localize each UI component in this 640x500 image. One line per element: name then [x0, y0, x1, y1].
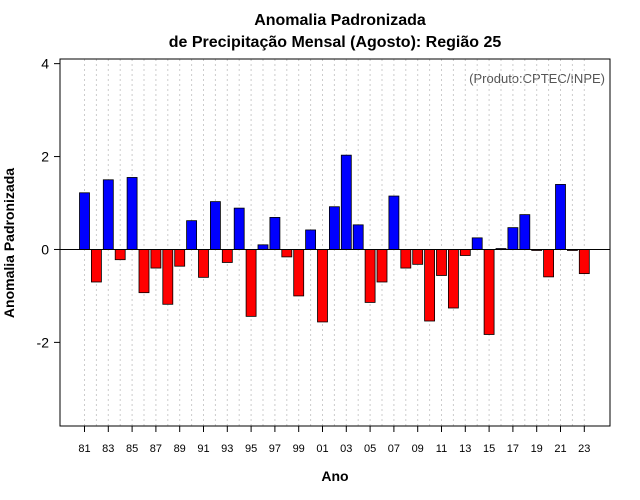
- bar-13: [459, 249, 471, 256]
- bar-97: [269, 217, 281, 250]
- x-axis: 81 83 85 87 89 91 93 95 97 99 01 03 05 07 09 11 13 15 17 19…: [78, 426, 590, 455]
- bar-07: [388, 195, 400, 250]
- bar-99: [293, 249, 305, 297]
- bar-00: [305, 229, 317, 250]
- bar-87: [150, 249, 162, 269]
- bar-12: [447, 249, 459, 309]
- bar-01: [317, 249, 328, 323]
- bar-84: [114, 249, 126, 261]
- bar-02: [328, 206, 340, 250]
- bar-05: [364, 249, 376, 303]
- bar-85: [126, 177, 138, 250]
- bar-93: [221, 249, 233, 263]
- x-tick-label: 07: [388, 443, 400, 455]
- x-tick-label: 23: [578, 443, 590, 455]
- x-tick-label: 01: [316, 443, 328, 455]
- x-tick-label: 91: [197, 443, 209, 455]
- x-axis-label: Ano: [321, 468, 348, 484]
- x-tick-label: 09: [412, 443, 424, 455]
- chart-title: Anomalia Padronizada: [254, 12, 426, 29]
- bar-08: [400, 249, 412, 269]
- bar-83: [102, 179, 114, 250]
- bar-94: [233, 207, 245, 250]
- y-tick-label: 2: [41, 149, 49, 165]
- credit-label: (Produto:CPTEC/INPE): [469, 71, 605, 86]
- x-tick-label: 11: [436, 443, 447, 455]
- x-tick-label: 21: [554, 443, 566, 455]
- y-axis-label: Anomalia Padronizada: [1, 168, 17, 318]
- bar-89: [174, 249, 186, 267]
- x-tick-label: 17: [507, 443, 519, 455]
- plot-frame: [59, 58, 611, 427]
- bar-14: [471, 237, 483, 250]
- bar-95: [245, 249, 257, 317]
- bar-96: [257, 244, 269, 250]
- bar-18: [519, 214, 531, 250]
- bar-15: [483, 249, 495, 335]
- bar-06: [376, 249, 388, 283]
- x-tick-label: 83: [102, 443, 114, 455]
- bar-03: [340, 154, 352, 250]
- y-tick-label: 4: [41, 56, 49, 72]
- bar-82: [91, 249, 102, 283]
- x-tick-label: 95: [245, 443, 257, 455]
- bar-92: [209, 201, 221, 250]
- bar-09: [412, 249, 424, 265]
- y-tick-label: 0: [41, 241, 49, 257]
- x-tick-label: 87: [150, 443, 162, 455]
- bar-17: [507, 227, 519, 250]
- grid-lines: [84, 59, 585, 426]
- bar-20: [543, 249, 554, 278]
- y-axis: 4 2 0 -2: [37, 56, 60, 350]
- bar-88: [162, 249, 174, 305]
- bar-86: [138, 249, 150, 294]
- x-tick-label: 13: [459, 443, 471, 455]
- x-tick-label: 93: [221, 443, 233, 455]
- x-tick-label: 19: [531, 443, 543, 455]
- x-tick-label: 99: [293, 443, 305, 455]
- bar-11: [436, 249, 447, 276]
- bar-91: [198, 249, 209, 278]
- x-tick-label: 89: [174, 443, 186, 455]
- bar-81: [79, 192, 90, 250]
- bars: [79, 154, 590, 335]
- bar-21: [555, 184, 566, 250]
- bar-98: [281, 249, 293, 258]
- x-tick-label: 05: [364, 443, 376, 455]
- y-tick-label: -2: [37, 334, 50, 350]
- x-tick-label: 97: [269, 443, 281, 455]
- x-tick-label: 81: [78, 443, 90, 455]
- bar-04: [352, 224, 364, 250]
- chart-subtitle: de Precipitação Mensal (Agosto): Região …: [169, 34, 502, 51]
- bar-23: [578, 249, 590, 275]
- x-tick-label: 03: [340, 443, 352, 455]
- bar-90: [186, 220, 198, 250]
- x-tick-label: 85: [126, 443, 138, 455]
- bar-10: [424, 249, 436, 322]
- x-tick-label: 15: [483, 443, 495, 455]
